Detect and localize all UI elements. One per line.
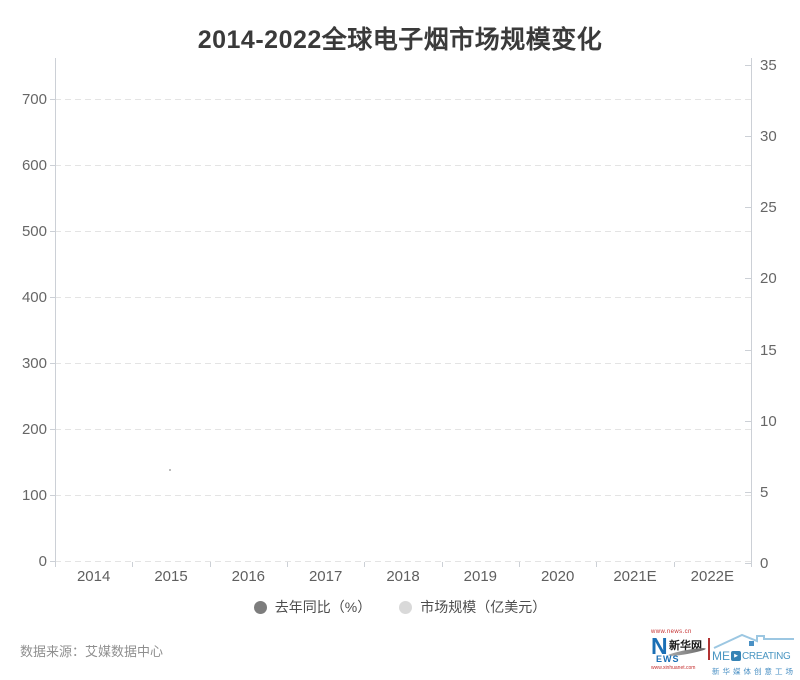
right-axis-tick	[745, 278, 751, 279]
x-axis-label: 2018	[386, 568, 420, 585]
right-axis-tick	[745, 350, 751, 351]
gridline	[55, 495, 751, 496]
x-axis-tick	[442, 562, 443, 567]
right-axis-tick	[745, 207, 751, 208]
right-axis-label: 5	[760, 484, 769, 501]
xinhua-n-letter: N	[651, 633, 668, 659]
right-axis-tick	[745, 563, 751, 564]
xinhuanet-logo: www.news.cn N 新华网 EWS www.xinhuanet.com	[649, 628, 711, 676]
chart-title: 2014-2022全球电子烟市场规模变化	[197, 26, 603, 54]
left-axis-label: 200	[21, 421, 47, 438]
left-axis-label: 700	[21, 91, 47, 108]
med-roof-icon	[713, 633, 794, 649]
legend-label: 市场规模（亿美元）	[420, 599, 547, 615]
left-axis-label: 0	[38, 553, 47, 570]
xinhua-red-bar	[708, 638, 710, 660]
xinhua-url-top: www.news.cn	[651, 629, 692, 635]
left-axis-tick	[50, 495, 55, 496]
right-axis-label: 0	[760, 555, 769, 572]
right-axis-label: 20	[760, 270, 777, 287]
x-axis-tick	[210, 562, 211, 567]
left-axis-label: 100	[21, 487, 47, 504]
left-axis-label: 300	[21, 355, 47, 372]
left-axis-tick	[50, 363, 55, 364]
x-axis-tick	[287, 562, 288, 567]
legend-dot-icon	[253, 600, 267, 614]
legend-item-0[interactable]: 去年同比（%）	[253, 597, 372, 617]
right-axis-tick	[745, 136, 751, 137]
gridline	[55, 297, 751, 298]
right-axis-tick	[745, 421, 751, 422]
x-axis-label: 2020	[540, 568, 575, 585]
med-wordmark: ME ▶ CREATING	[712, 649, 796, 663]
gridline	[55, 231, 751, 232]
right-axis-label: 35	[760, 57, 777, 74]
gridline	[55, 99, 751, 100]
left-axis-label: 400	[21, 289, 47, 306]
legend-label: 去年同比（%）	[274, 599, 372, 615]
x-axis-tick	[596, 562, 597, 567]
x-axis-tick	[132, 562, 133, 567]
right-axis-tick	[745, 65, 751, 66]
left-axis-label: 500	[21, 223, 47, 240]
left-axis-tick	[50, 429, 55, 430]
legend: 去年同比（%） 市场规模（亿美元）	[0, 597, 800, 617]
x-axis-label: 2016	[231, 568, 266, 585]
stray-data-point	[169, 469, 171, 471]
med-me-text: ME	[712, 649, 730, 663]
left-axis-tick	[50, 99, 55, 100]
x-axis-label: 2014	[76, 568, 111, 585]
x-axis-tick	[55, 562, 56, 567]
gridline	[55, 363, 751, 364]
x-axis-label: 2015	[154, 568, 188, 585]
left-axis-tick	[50, 231, 55, 232]
xinhua-url-bottom: www.xinhuanet.com	[651, 665, 696, 671]
legend-item-1[interactable]: 市场规模（亿美元）	[399, 597, 546, 617]
med-subtitle: 新华媒体创意工场	[712, 667, 796, 676]
x-axis-tick	[364, 562, 365, 567]
left-axis-label: 600	[21, 157, 47, 174]
right-axis-line	[751, 58, 752, 562]
right-axis-label: 10	[760, 413, 777, 430]
med-creating-text: CREATING	[742, 650, 791, 662]
gridline	[55, 165, 751, 166]
xinhua-ews: EWS	[656, 654, 680, 664]
left-axis-tick	[50, 561, 55, 562]
play-icon: ▶	[731, 651, 741, 661]
x-axis-label: 2019	[463, 568, 498, 585]
right-axis-label: 15	[760, 342, 777, 359]
data-source-note: 数据来源：艾媒数据中心	[20, 644, 164, 659]
x-axis-tick	[674, 562, 675, 567]
x-axis-tick	[519, 562, 520, 567]
gridline	[55, 561, 751, 562]
gridline	[55, 429, 751, 430]
left-axis-tick	[50, 297, 55, 298]
legend-dot-icon	[399, 600, 413, 614]
right-axis-tick	[745, 492, 751, 493]
x-axis-tick	[751, 562, 752, 567]
left-axis-line	[55, 58, 56, 562]
x-axis-label: 2017	[308, 568, 343, 585]
x-axis-label: 2021E	[613, 568, 657, 585]
x-axis-label: 2022E	[690, 568, 735, 585]
left-axis-tick	[50, 165, 55, 166]
right-axis-label: 25	[760, 199, 777, 216]
medcreating-logo: ME ▶ CREATING 新华媒体创意工场	[712, 630, 796, 676]
right-axis-label: 30	[760, 128, 777, 145]
